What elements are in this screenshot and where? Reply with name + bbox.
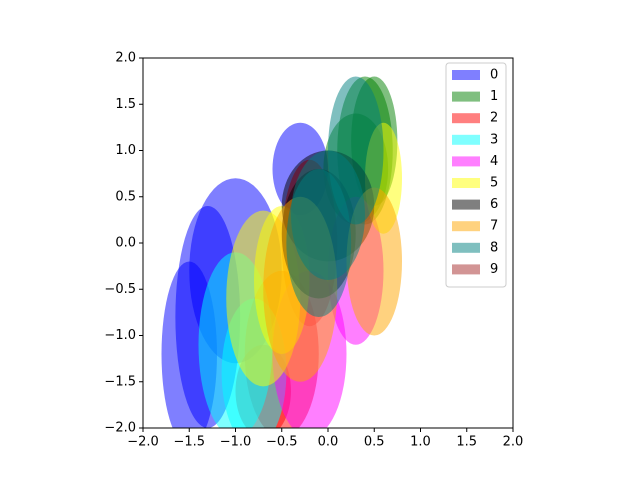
y-tick-label: −2.0 bbox=[104, 421, 136, 436]
y-tick-label: −0.5 bbox=[104, 282, 136, 297]
legend-label: 9 bbox=[490, 262, 498, 277]
x-tick-label: −1.0 bbox=[220, 435, 252, 450]
legend-swatch bbox=[452, 264, 480, 275]
legend-label: 1 bbox=[490, 89, 498, 104]
x-tick-label: 0.0 bbox=[318, 435, 339, 450]
x-tick-label: −2.0 bbox=[127, 435, 159, 450]
legend-swatch bbox=[452, 113, 480, 124]
legend-label: 3 bbox=[490, 132, 498, 147]
legend-label: 4 bbox=[490, 154, 498, 169]
y-tick-label: 0.5 bbox=[115, 189, 136, 204]
legend-swatch bbox=[452, 70, 480, 80]
legend-swatch bbox=[452, 199, 480, 210]
legend-label: 7 bbox=[490, 219, 498, 234]
plot-area bbox=[161, 76, 402, 428]
y-tick-label: 0.0 bbox=[115, 236, 136, 251]
y-tick-label: −1.5 bbox=[104, 374, 136, 389]
legend-swatch bbox=[452, 156, 480, 167]
x-tick-label: 1.0 bbox=[410, 435, 431, 450]
legend-swatch bbox=[452, 221, 480, 232]
x-tick-label: −1.5 bbox=[173, 435, 205, 450]
legend-label: 5 bbox=[490, 176, 498, 191]
y-tick-label: 1.0 bbox=[115, 143, 136, 158]
x-tick-label: 2.0 bbox=[503, 435, 524, 450]
legend: 0 1 2 3 4 5 6 7 8 9 bbox=[445, 62, 507, 288]
legend-swatch bbox=[452, 134, 480, 145]
y-tick-label: −1.0 bbox=[104, 328, 136, 343]
ticks: −2.0 −1.5 −1.0 −0.5 0.0 0.5 1.0 1.5 2.0−2.0−1.5−… bbox=[104, 51, 523, 450]
y-tick-label: 1.5 bbox=[115, 97, 136, 112]
legend-swatch bbox=[452, 178, 480, 188]
x-tick-label: 1.5 bbox=[456, 435, 477, 450]
y-tick-label: 2.0 bbox=[115, 51, 136, 66]
legend-label: 6 bbox=[490, 197, 498, 212]
legend-label: 0 bbox=[490, 68, 498, 83]
legend-label: 2 bbox=[490, 111, 498, 126]
legend-swatch bbox=[452, 242, 480, 253]
x-tick-label: −0.5 bbox=[266, 435, 298, 450]
ellipse bbox=[291, 150, 365, 280]
legend-label: 8 bbox=[490, 240, 498, 255]
legend-swatch bbox=[452, 91, 480, 102]
x-tick-label: 0.5 bbox=[364, 435, 385, 450]
